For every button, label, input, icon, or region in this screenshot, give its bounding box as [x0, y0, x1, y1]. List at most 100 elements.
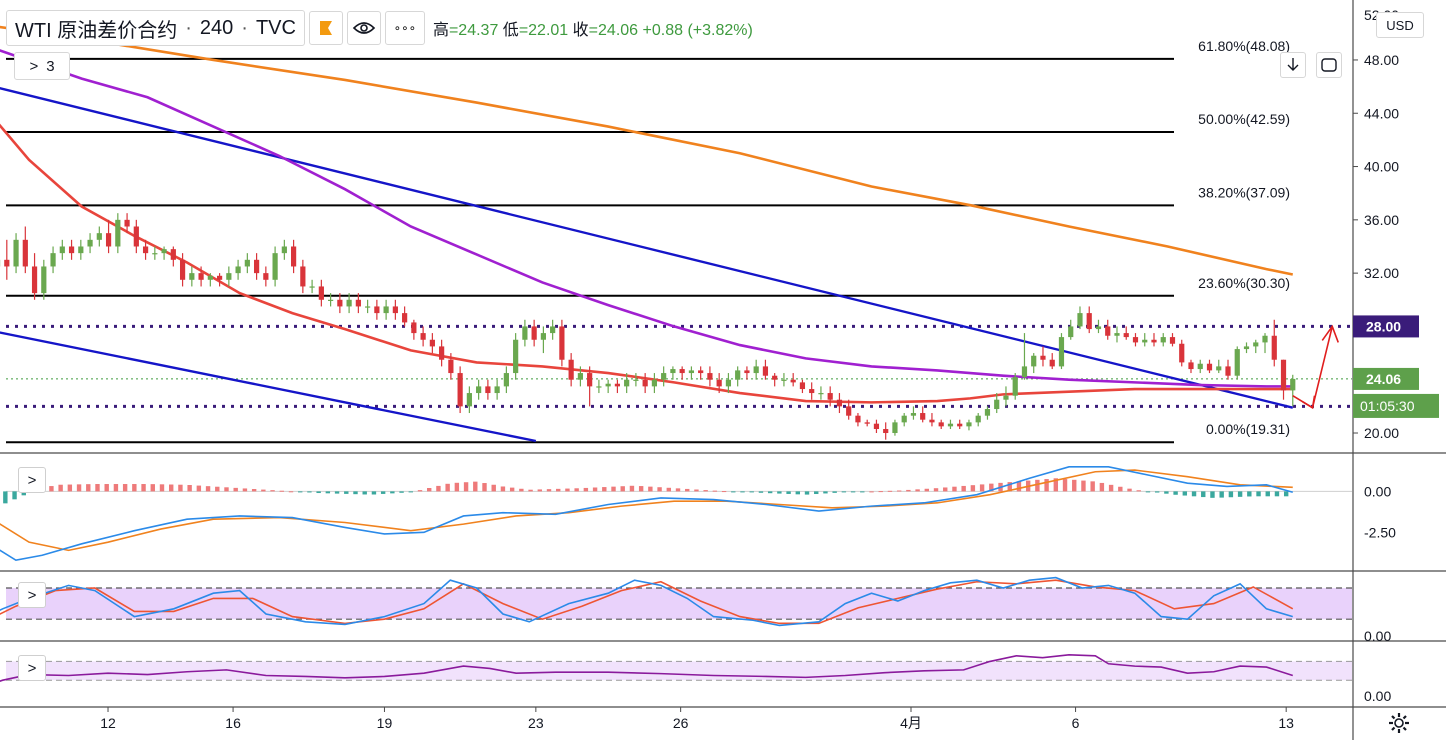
macd-histogram-bar: [611, 486, 616, 492]
x-tick-label: 12: [100, 715, 116, 731]
candle-body: [226, 273, 232, 280]
candle-body: [735, 370, 741, 380]
macd-histogram-bar: [989, 483, 994, 492]
ohlc-readout: 高=24.37 低=22.01 收=24.06 +0.88 (+3.82%): [432, 22, 753, 39]
candle-body: [929, 419, 935, 423]
candle-body: [1086, 313, 1092, 330]
macd-histogram-bar: [777, 491, 782, 494]
candle-body: [827, 393, 833, 400]
candle-body: [1123, 333, 1129, 338]
macd-histogram-bar: [979, 484, 985, 492]
rsi-pane[interactable]: [0, 654, 1352, 690]
candle-body: [605, 383, 611, 387]
macd-histogram-bar: [1182, 491, 1188, 496]
macd-line: [0, 466, 1293, 562]
macd-histogram-bar: [445, 483, 450, 492]
macd-histogram-bar: [408, 491, 413, 493]
macd-histogram-bar: [878, 491, 883, 493]
candle-body: [1206, 363, 1213, 371]
macd-histogram-bar: [823, 491, 828, 494]
rsi-line: [0, 654, 1294, 683]
macd-histogram-bar: [1247, 491, 1252, 497]
scroll-to-latest-button[interactable]: [1280, 52, 1306, 78]
macd-histogram-bar: [390, 491, 395, 494]
macd-histogram-bar: [1274, 491, 1280, 497]
macd-histogram-bar: [224, 487, 229, 492]
macd-histogram-bar: [417, 490, 423, 492]
macd-legend-toggle[interactable]: >: [18, 467, 46, 493]
candle-body: [531, 326, 537, 340]
candle-body: [1105, 326, 1111, 336]
candle-body: [216, 275, 223, 280]
macd-histogram-bar: [12, 491, 17, 500]
candle-body: [1216, 366, 1222, 371]
candle-body: [1271, 335, 1277, 360]
macd-histogram-bar: [509, 487, 515, 492]
gear-icon[interactable]: [1388, 712, 1410, 734]
macd-histogram-bar: [362, 491, 367, 495]
candle-body: [179, 259, 186, 280]
candle-body: [318, 286, 324, 300]
candle-body: [966, 422, 972, 427]
macd-histogram-bar: [685, 488, 690, 492]
macd-histogram-bar: [261, 489, 266, 492]
macd-histogram-bar: [178, 484, 183, 492]
candle-body: [1290, 378, 1296, 391]
candle-body: [115, 219, 121, 247]
candle-body: [1012, 377, 1018, 396]
stoch-legend-toggle[interactable]: >: [18, 582, 46, 608]
macd-pane[interactable]: [0, 466, 1352, 562]
x-tick-label: 26: [673, 715, 689, 731]
more-button[interactable]: ∘∘∘: [384, 11, 425, 45]
macd-histogram-bar: [915, 489, 920, 492]
macd-histogram-bar: [1283, 491, 1289, 497]
candle-body: [161, 249, 167, 254]
candle-body: [41, 266, 47, 294]
macd-histogram-bar: [887, 490, 893, 492]
macd-histogram-bar: [850, 491, 856, 493]
macd-histogram-bar: [215, 486, 220, 492]
arrow-down-icon: [1287, 58, 1299, 71]
macd-histogram-bar: [491, 484, 496, 492]
symbol-title[interactable]: WTI 原油差价合约 · 240 · TVC: [6, 10, 305, 46]
trendline: [0, 87, 1294, 409]
macd-histogram-bar: [869, 491, 874, 493]
rsi-band: [6, 661, 1352, 681]
macd-histogram-bar: [1164, 491, 1169, 494]
candle-body: [947, 423, 954, 427]
y-tick-label: 36.00: [1364, 212, 1399, 228]
macd-histogram-bar: [1108, 484, 1114, 492]
macd-histogram-bar: [1237, 491, 1243, 497]
macd-histogram-bar: [3, 491, 8, 504]
visibility-button[interactable]: [346, 11, 381, 45]
macd-histogram-bar: [546, 489, 552, 492]
title-separator: ·: [185, 16, 192, 39]
candle-body: [1234, 349, 1240, 376]
macd-histogram-bar: [196, 485, 202, 492]
candle-body: [485, 386, 491, 394]
rsi-legend-toggle[interactable]: >: [18, 655, 46, 681]
candle-body: [300, 266, 306, 287]
price-pane[interactable]: 61.80%(48.08) 50.00%(42.59) 38.20%(37.09) 2…: [0, 20, 1352, 444]
currency-label[interactable]: USD: [1376, 12, 1424, 38]
candle-body: [670, 369, 676, 374]
macd-histogram-bar: [1173, 491, 1178, 495]
close-value: 24.06: [598, 22, 639, 39]
macd-histogram-bar: [122, 484, 128, 492]
flag-button[interactable]: [308, 11, 343, 45]
macd-tick-label: 0.00: [1364, 483, 1391, 499]
macd-histogram-bar: [712, 490, 718, 492]
candle-body: [1243, 346, 1250, 350]
indicator-legend-toggle[interactable]: > 3: [14, 52, 70, 80]
reset-view-button[interactable]: [1316, 52, 1342, 78]
macd-histogram-bar: [298, 491, 303, 493]
candle-body: [429, 339, 435, 347]
macd-histogram-bar: [1228, 491, 1234, 498]
candle-body: [892, 422, 898, 434]
candle-body: [994, 399, 1000, 410]
candle-body: [87, 239, 93, 247]
macd-histogram-bar: [1219, 491, 1224, 498]
candle-body: [1225, 366, 1231, 376]
stochastic-pane[interactable]: [0, 576, 1352, 627]
